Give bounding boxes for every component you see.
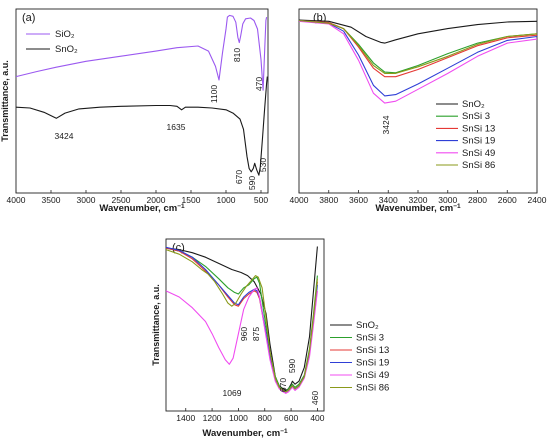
x-tick-label: 3000	[77, 195, 96, 205]
panel-c-y-axis-label: Transmittance, a.u.	[151, 284, 161, 366]
annotation-1100: 1100	[209, 85, 219, 104]
x-tick-label: 800	[258, 413, 272, 423]
panel-a-label: (a)	[22, 12, 35, 24]
x-tick-label: 3600	[349, 195, 368, 205]
x-tick-label: 1400	[176, 413, 195, 423]
panel-b-x-axis-label-unit-exponent: −1	[453, 203, 461, 210]
annotation-875: 875	[251, 327, 261, 341]
x-tick-label: 2400	[528, 195, 547, 205]
x-tick-label: 1000	[229, 413, 248, 423]
annotation-590: 590	[247, 176, 257, 190]
x-tick-label: 1200	[203, 413, 222, 423]
x-tick-label: 2600	[498, 195, 517, 205]
series-line-snsi-13	[298, 20, 538, 78]
x-tick-label: 1500	[182, 195, 201, 205]
panel-a-x-ticks: 4000 3500 3000 2500 2000 1500 1000 500	[7, 190, 268, 205]
x-tick-label: 3500	[42, 195, 61, 205]
panel-c-x-axis-label-unit-exponent: −1	[280, 428, 288, 435]
annotation-3424-b: 3424	[381, 115, 391, 134]
panel-a-legend: SiO₂ SnO₂	[26, 29, 78, 55]
series-line-sio2	[15, 14, 268, 91]
panel-a-y-axis-label: Transmittance, a.u.	[0, 60, 10, 142]
legend-label-sio2: SiO₂	[55, 29, 75, 40]
panel-a: (a) 4000 3500 3000 2500 2000 1500 1000 500 Wave…	[0, 8, 269, 215]
annotation-670-c: 670	[278, 378, 288, 392]
annotation-670: 670	[234, 170, 244, 184]
panel-b: (b) 4000 3800 3600 3400 3200 3000 2800 2600 2400…	[290, 8, 547, 215]
x-tick-label: 400	[310, 413, 324, 423]
series-line-sno2	[15, 76, 268, 176]
legend-label-sno2: SnO₂	[356, 320, 379, 331]
legend-label-snsi-19: SnSi 19	[356, 358, 389, 369]
x-tick-label: 2000	[147, 195, 166, 205]
x-tick-label: 2800	[468, 195, 487, 205]
x-tick-label: 3400	[379, 195, 398, 205]
panel-b-frame	[298, 8, 538, 194]
panel-c-x-ticks: 1400 1200 1000 800 600 400	[176, 408, 325, 423]
legend-label-snsi-86: SnSi 86	[356, 383, 389, 394]
series-line-snsi-3	[165, 247, 318, 393]
panel-c-x-axis-label: Wavenumber, cm−1	[202, 428, 288, 440]
legend-label-sno2: SnO₂	[462, 99, 485, 110]
panel-a-x-axis-label: Wavenumber, cm−1	[99, 203, 185, 215]
series-line-snsi-86	[165, 249, 318, 393]
legend-label-snsi-13: SnSi 13	[356, 345, 389, 356]
annotation-810: 810	[232, 48, 242, 62]
series-line-snsi-49	[165, 287, 318, 394]
panel-c-frame	[165, 238, 325, 412]
panel-c-series	[165, 246, 318, 394]
series-line-snsi-19	[298, 20, 538, 97]
legend-label-snsi-49: SnSi 49	[462, 148, 495, 159]
annotation-1069: 1069	[223, 388, 242, 398]
panel-a-series	[15, 14, 268, 176]
panel-a-frame	[15, 8, 269, 194]
legend-label-snsi-13: SnSi 13	[462, 123, 495, 134]
annotation-960: 960	[239, 327, 249, 341]
legend-label-snsi-19: SnSi 19	[462, 136, 495, 147]
panel-b-x-ticks: 4000 3800 3600 3400 3200 3000 2800 2600 2400	[290, 190, 547, 205]
x-tick-label: 600	[284, 413, 298, 423]
series-line-snsi-86	[298, 20, 538, 74]
annotation-590-c: 590	[287, 359, 297, 373]
x-tick-label: 4000	[290, 195, 309, 205]
annotation-530: 530	[258, 158, 268, 172]
series-line-sno2	[298, 19, 538, 44]
panel-b-x-axis-label: Wavenumber, cm−1	[375, 203, 461, 215]
annotation-460: 460	[310, 391, 320, 405]
legend-label-snsi-86: SnSi 86	[462, 160, 495, 171]
x-tick-label: 4000	[7, 195, 26, 205]
annotation-3424-a: 3424	[55, 131, 74, 141]
x-tick-label: 3800	[319, 195, 338, 205]
x-tick-label: 500	[254, 195, 268, 205]
x-tick-label: 1000	[217, 195, 236, 205]
annotation-470: 470	[254, 77, 264, 91]
x-tick-label: 3200	[409, 195, 428, 205]
legend-label-snsi-49: SnSi 49	[356, 370, 389, 381]
panel-a-x-axis-label-unit-exponent: −1	[177, 203, 185, 210]
legend-label-snsi-3: SnSi 3	[462, 111, 490, 122]
annotation-1635: 1635	[167, 122, 186, 132]
series-line-snsi-49	[298, 20, 538, 104]
panel-b-series	[298, 19, 538, 104]
x-tick-label: 3000	[438, 195, 457, 205]
legend-label-sno2: SnO₂	[55, 44, 78, 55]
legend-label-snsi-3: SnSi 3	[356, 333, 384, 344]
panel-c: (c) 1400 1200 1000 800 600 400 Wavenumber, cm…	[151, 238, 389, 440]
x-tick-label: 2500	[112, 195, 131, 205]
panel-c-label: (c)	[172, 242, 185, 254]
